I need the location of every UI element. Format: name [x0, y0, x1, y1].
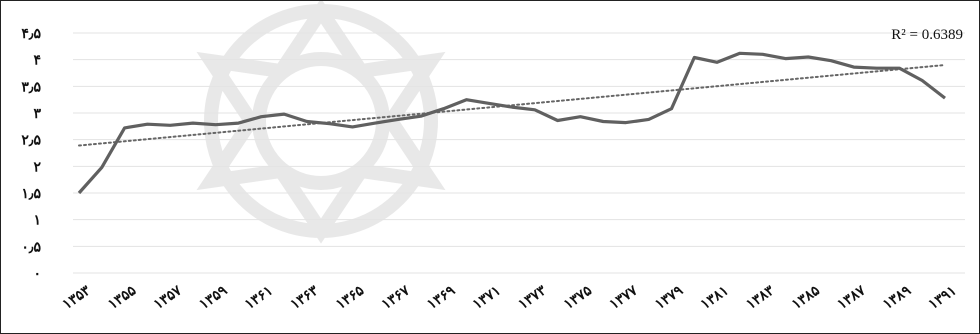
- x-tick-label: ۱۳۸۷: [835, 282, 869, 313]
- y-tick-label: ۱: [33, 213, 41, 229]
- x-tick-label: ۱۳۶۵: [333, 282, 367, 313]
- x-tick-label: ۱۳۶۹: [424, 282, 458, 313]
- x-tick-label: ۱۳۷۹: [652, 282, 686, 313]
- x-tick-label: ۱۳۸۳: [743, 282, 777, 313]
- y-tick-label: ۰: [33, 266, 41, 282]
- r-squared-label: R² = 0.6389: [891, 27, 963, 43]
- x-tick-label: ۱۳۷۷: [607, 282, 641, 313]
- x-tick-label: ۱۳۸۱: [698, 283, 732, 313]
- y-tick-label: ۴٫۵: [21, 26, 41, 42]
- x-tick-label: ۱۳۷۵: [561, 282, 595, 313]
- series-group: [77, 51, 946, 195]
- x-tick-label: ۱۳۵۷: [151, 282, 185, 313]
- x-tick-label: ۱۳۶۱: [242, 283, 276, 313]
- trendline: [78, 64, 946, 147]
- trendline-path: [78, 64, 946, 147]
- x-axis: ۱۳۵۳ ۱۳۵۵ ۱۳۵۷ ۱۳۵۹ ۱۳۶۱ ۱۳۶۳ ۱۳۶۵ ۱۳۶۷ ۱۳۶۹ ۱۳۷۱…: [60, 282, 960, 313]
- x-tick-label: ۱۳۹۱: [926, 283, 960, 313]
- x-tick-label: ۱۳۸۹: [880, 282, 914, 313]
- x-tick-label: ۱۳۵۵: [105, 282, 139, 313]
- y-tick-label: ۳٫۵: [21, 79, 41, 95]
- x-tick-label: ۱۳۶۳: [288, 282, 322, 313]
- y-tick-label: ۲٫۵: [21, 133, 41, 149]
- x-tick-label: ۱۳۷۱: [470, 283, 504, 313]
- x-tick-label: ۱۳۵۹: [197, 282, 231, 313]
- gridlines: [73, 32, 965, 274]
- x-tick-label: ۱۳۶۷: [379, 282, 413, 313]
- y-tick-label: ۳: [33, 106, 41, 122]
- y-axis: ۰ ۰٫۵ ۱ ۱٫۵ ۲ ۲٫۵ ۳ ۳٫۵ ۴ ۴٫۵: [21, 26, 41, 282]
- y-tick-label: ۱٫۵: [21, 186, 41, 202]
- y-tick-label: ۲: [33, 159, 41, 175]
- y-tick-label: ۴: [33, 53, 41, 69]
- x-tick-label: ۱۳۸۵: [789, 282, 823, 313]
- x-tick-label: ۱۳۵۳: [60, 282, 94, 313]
- y-tick-label: ۰٫۵: [21, 239, 41, 255]
- x-tick-label: ۱۳۷۳: [516, 282, 550, 313]
